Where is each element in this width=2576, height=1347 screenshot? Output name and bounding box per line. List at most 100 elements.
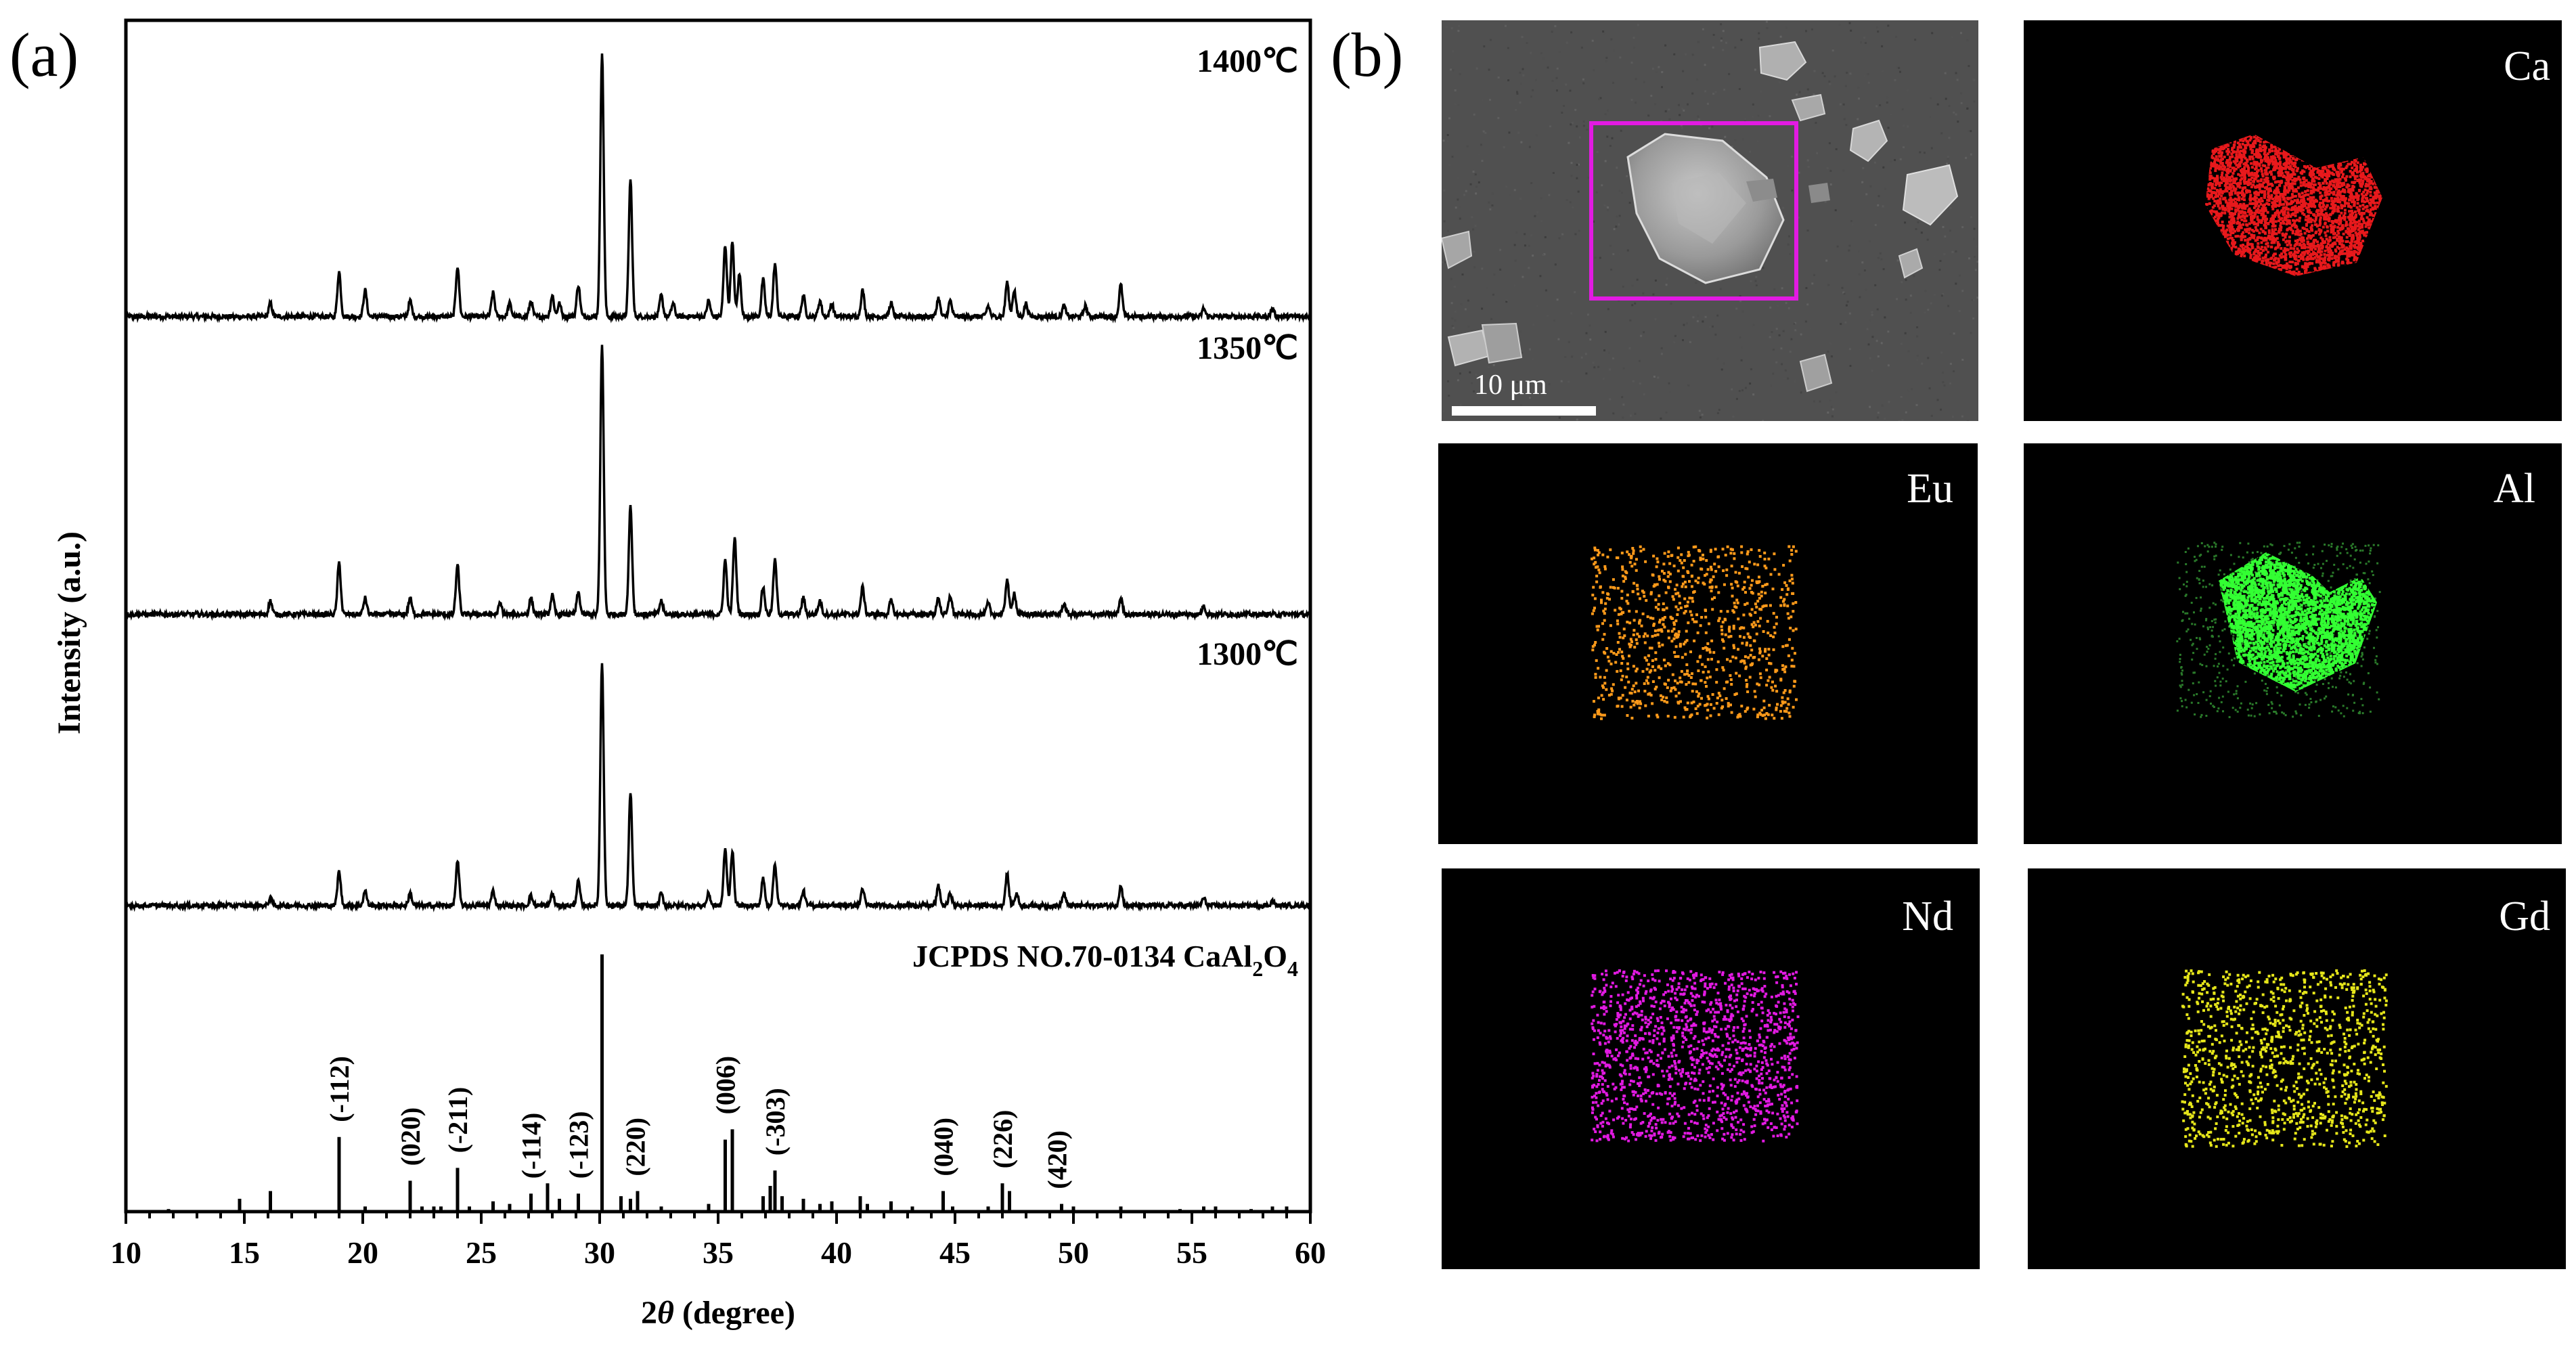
eds-dot (2231, 146, 2234, 150)
sem-speckle (1540, 220, 1543, 223)
sem-speckle (1867, 73, 1869, 76)
eds-dot (2284, 190, 2287, 193)
eds-dot (2292, 200, 2294, 204)
eds-dot (2310, 182, 2313, 185)
eds-dot (2335, 234, 2338, 237)
eds-dot (2338, 228, 2342, 231)
eds-dot (2315, 188, 2318, 192)
eds-dot (2339, 239, 2342, 242)
sem-speckle (1544, 393, 1547, 396)
sem-speckle (1739, 295, 1741, 298)
sem-speckle (1565, 198, 1568, 201)
eds-dot (2300, 239, 2303, 242)
eds-dot (2318, 260, 2322, 263)
sem-speckle (1586, 129, 1589, 131)
eds-dot (2310, 164, 2313, 168)
eds-dot (2342, 232, 2345, 236)
eds-dot (2242, 155, 2246, 158)
sem-speckle (1775, 328, 1778, 330)
sem-speckle (1949, 229, 1951, 232)
sem-speckle (1459, 403, 1462, 406)
x-tick-label: 20 (347, 1235, 378, 1270)
eds-dot (2250, 217, 2253, 221)
sem-speckle (1974, 256, 1976, 258)
sem-speckle (1589, 338, 1592, 341)
sem-speckle (1529, 348, 1531, 351)
eds-dot (2324, 173, 2327, 176)
eds-dot (2308, 208, 2311, 212)
sem-speckle (1607, 209, 1609, 212)
eds-dot (2288, 271, 2291, 273)
sem-speckle (1513, 284, 1516, 287)
eds-dot (2357, 189, 2361, 192)
eds-dot (2221, 162, 2224, 164)
sem-speckle (1685, 53, 1687, 56)
eds-dot (2370, 179, 2373, 183)
sem-speckle (1682, 339, 1684, 341)
sem-speckle (1454, 319, 1457, 322)
eds-dot (2274, 192, 2278, 195)
eds-dot (2282, 206, 2286, 209)
sem-speckle (1712, 93, 1715, 95)
sem-speckle (1450, 278, 1452, 280)
eds-dot (2228, 194, 2231, 197)
eds-dot (2271, 240, 2274, 243)
sem-speckle (1903, 146, 1905, 149)
eds-dot (2255, 201, 2259, 204)
eds-dot (2314, 248, 2317, 250)
eds-dot (2270, 245, 2273, 248)
eds-dot (2257, 236, 2260, 239)
eds-dot (2373, 185, 2376, 189)
eds-dot (2268, 236, 2271, 240)
sem-speckle (1450, 68, 1452, 71)
sem-speckle (1836, 245, 1839, 248)
sem-speckle (1712, 46, 1714, 49)
sem-speckle (1829, 169, 1832, 172)
sem-speckle (1844, 321, 1847, 324)
eds-dot (2338, 177, 2342, 181)
eds-dot (2349, 170, 2352, 173)
eds-dot (2250, 198, 2253, 201)
eds-dot (2273, 204, 2277, 208)
eds-dot (2240, 226, 2243, 229)
series-label-1300: 1300℃ (1197, 636, 1298, 672)
sem-particle (1746, 179, 1777, 202)
eds-dot (2303, 250, 2306, 254)
eds-dot (2229, 198, 2233, 202)
eds-dot (2298, 201, 2301, 204)
eds-dot (2259, 140, 2262, 143)
sem-speckle (1798, 216, 1800, 219)
sem-speckle (1446, 134, 1449, 136)
eds-dot (2281, 172, 2284, 175)
sem-speckle (1869, 405, 1871, 408)
sem-speckle (1555, 401, 1558, 404)
sem-speckle (1866, 328, 1869, 330)
sem-speckle (1691, 92, 1694, 95)
eds-dot (2337, 167, 2340, 170)
sem-speckle (1574, 108, 1577, 111)
sem-speckle (1917, 221, 1919, 223)
sem-speckle (1806, 88, 1809, 91)
eds-dot (2361, 182, 2364, 185)
eds-dot (2271, 234, 2274, 237)
eds-dot (2271, 225, 2274, 228)
eds-dot (2305, 250, 2308, 253)
sem-speckle (1681, 127, 1683, 129)
sem-speckle (1664, 110, 1667, 112)
sem-speckle (1805, 287, 1808, 290)
eds-dot (2309, 220, 2313, 223)
sem-speckle (1829, 399, 1831, 401)
eds-dot (2338, 236, 2341, 240)
eds-dot (2260, 251, 2263, 255)
sem-speckle (1887, 127, 1890, 129)
sem-speckle (1540, 208, 1543, 211)
sem-speckle (1947, 158, 1949, 160)
eds-dot (2332, 167, 2335, 171)
hkl-label: (220) (621, 1118, 651, 1176)
eds-dot (2211, 177, 2215, 180)
sem-speckle (1442, 139, 1445, 142)
sem-speckle (1602, 378, 1605, 380)
sem-speckle (1851, 223, 1854, 226)
eds-dot (2233, 181, 2236, 184)
sem-speckle (1571, 122, 1574, 125)
